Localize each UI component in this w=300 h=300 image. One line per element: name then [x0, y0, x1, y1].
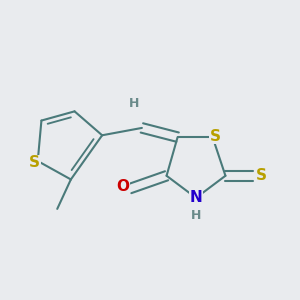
Text: H: H: [191, 209, 201, 222]
Text: H: H: [129, 97, 139, 110]
Text: O: O: [116, 179, 129, 194]
Text: S: S: [210, 128, 221, 143]
Text: S: S: [256, 168, 267, 183]
Text: N: N: [190, 190, 202, 205]
Text: S: S: [29, 155, 40, 170]
